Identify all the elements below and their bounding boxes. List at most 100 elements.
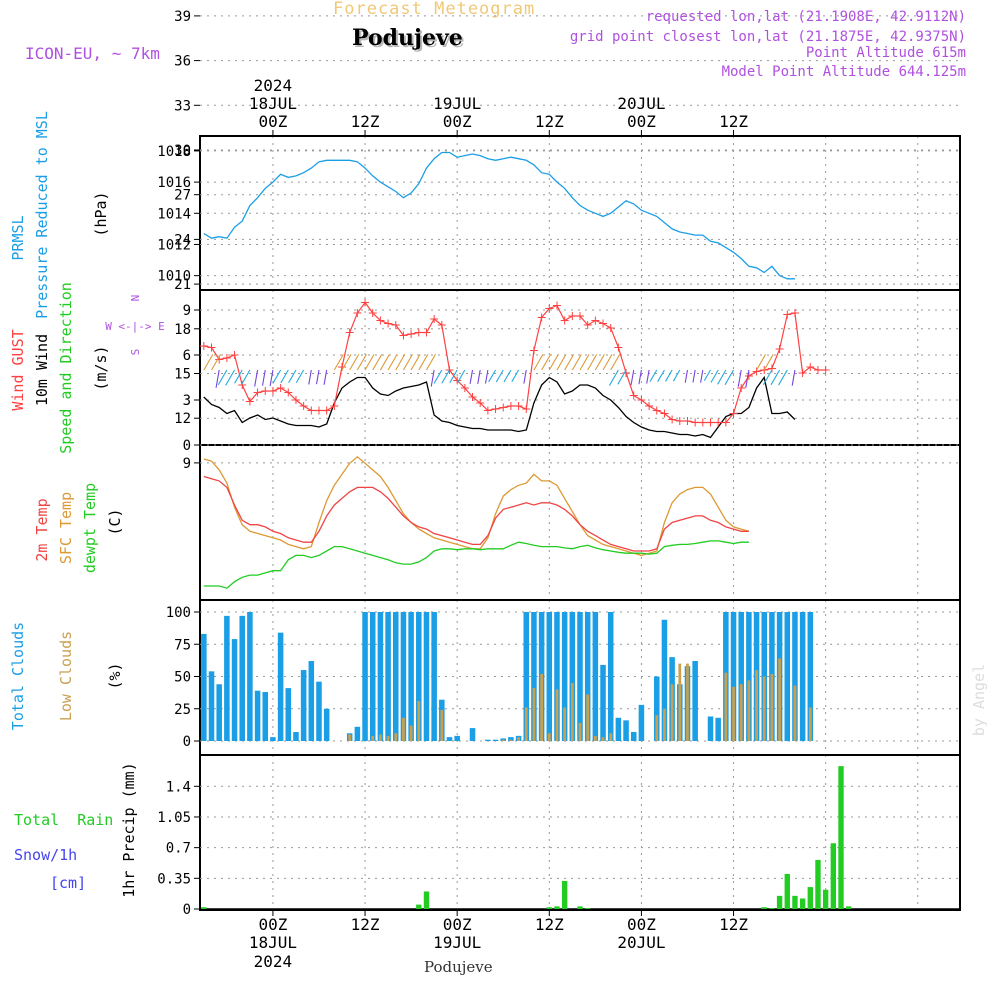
rain-bar: [799, 898, 806, 909]
gust-marker: [422, 328, 431, 337]
low-cloud-bar: [586, 694, 590, 741]
rain-bar: [838, 766, 844, 909]
gust-marker: [744, 372, 753, 380]
gust-marker: [330, 402, 339, 410]
wind-arrow: [261, 369, 266, 386]
total-cloud-bar: [638, 704, 645, 741]
wind-arrow: [441, 369, 450, 384]
low-cloud-bar: [509, 739, 513, 741]
x-tick-label-bottom: 00Z: [443, 915, 472, 934]
total-cloud-bar: [369, 612, 376, 741]
low-cloud-bar: [808, 707, 812, 741]
wind-arrow: [215, 369, 220, 388]
rain-bar: [554, 906, 560, 909]
compass-line: W <-|-> E: [105, 320, 165, 333]
wind-arrow: [684, 369, 689, 383]
total-cloud-bar: [746, 612, 752, 741]
wind-arrow: [608, 369, 619, 386]
total-cloud-bar: [500, 738, 506, 741]
wind-arrow: [364, 354, 375, 371]
low-cloud-bar: [348, 734, 352, 741]
wind-arrow: [402, 354, 413, 371]
gust-marker: [514, 402, 523, 410]
low-cloud-bar: [570, 682, 574, 741]
total-cloud-bar: [569, 612, 576, 741]
low-cloud-bar: [555, 689, 559, 741]
gust-marker: [629, 391, 638, 400]
low-cloud-bar: [739, 684, 743, 741]
dewpt-label: dewpt Temp: [81, 483, 99, 573]
wind-arrow: [234, 369, 243, 384]
x-tick-label-top: 12Z: [535, 112, 564, 131]
gust-marker: [529, 346, 538, 355]
wind-arrow: [488, 369, 497, 383]
gust-marker: [599, 319, 608, 328]
y-tick-label: 1010: [157, 269, 191, 285]
total-cloud-bar: [262, 691, 269, 741]
low-cloud-bar: [394, 733, 398, 741]
low-cloud-bar: [609, 733, 613, 741]
wind-arrow: [379, 354, 390, 371]
wind-arrow: [564, 354, 575, 371]
wind-gust-label: Wind GUST: [9, 329, 27, 410]
gust-marker: [314, 406, 323, 415]
wind-arrow: [272, 369, 282, 384]
y-tick-label: 9: [183, 303, 191, 319]
total-cloud-bar: [546, 612, 553, 741]
gust-marker: [222, 354, 231, 362]
gust-marker: [606, 324, 615, 332]
y-tick-label: 36: [174, 54, 191, 70]
wind-arrow: [511, 369, 520, 382]
low-cloud-bar: [417, 701, 421, 741]
total-cloud-bar: [692, 661, 698, 741]
gust-marker: [660, 409, 669, 418]
location-title: Podujeve: [352, 25, 463, 51]
rain-bar: [776, 895, 783, 909]
wind-arrow: [745, 369, 750, 388]
gust-marker: [752, 367, 761, 376]
gust-marker: [506, 402, 515, 410]
gust-marker: [361, 298, 370, 307]
snow-unit-label: [cm]: [50, 874, 86, 892]
total-cloud-bar: [615, 717, 622, 741]
y-tick-label: 1016: [157, 175, 191, 191]
wind-arrow: [425, 354, 436, 371]
temp-unit: (C): [106, 508, 124, 535]
total-cloud-bar: [208, 671, 215, 741]
y-tick-label: 12: [174, 411, 191, 427]
wind-arrow: [503, 369, 512, 383]
total-cloud-bar: [446, 737, 453, 741]
gust-marker: [522, 405, 531, 413]
wind-arrow: [579, 354, 590, 371]
rain-bar: [784, 873, 790, 909]
wind-arrow: [280, 369, 289, 384]
low-cloud-bar: [670, 684, 674, 741]
gust-marker: [460, 384, 469, 392]
gust-marker: [399, 331, 408, 340]
product-title: Forecast Meteogram: [333, 0, 536, 19]
wind-arrow: [571, 354, 582, 371]
gust-marker: [491, 405, 500, 413]
total-cloud-bar: [454, 735, 460, 741]
total-cloud-bar: [523, 612, 530, 741]
gust-marker: [322, 406, 331, 415]
rain-bar: [830, 843, 837, 909]
wind-arrow: [449, 369, 458, 384]
y-tick-label: 25: [174, 702, 191, 718]
total-cloud-bar: [584, 612, 591, 741]
wind-arrow: [630, 369, 635, 386]
total-cloud-bar: [239, 615, 245, 741]
y-tick-label: 30: [174, 143, 191, 159]
total-cloud-bar: [738, 612, 744, 741]
wind-arrow: [762, 369, 773, 386]
gust-marker: [591, 316, 600, 325]
wind-arrow: [672, 369, 681, 382]
x-tick-label-top: 00Z: [258, 112, 287, 131]
wind-arrow: [610, 354, 621, 371]
wind-arrow: [484, 369, 489, 384]
gust-marker: [729, 409, 738, 418]
gust-line: [203, 301, 826, 424]
gridpoint-coords: grid point closest lon,lat (21.1875E, 42…: [569, 29, 966, 45]
y-tick-label: 100: [166, 605, 191, 621]
total-cloud-bar: [607, 612, 614, 741]
